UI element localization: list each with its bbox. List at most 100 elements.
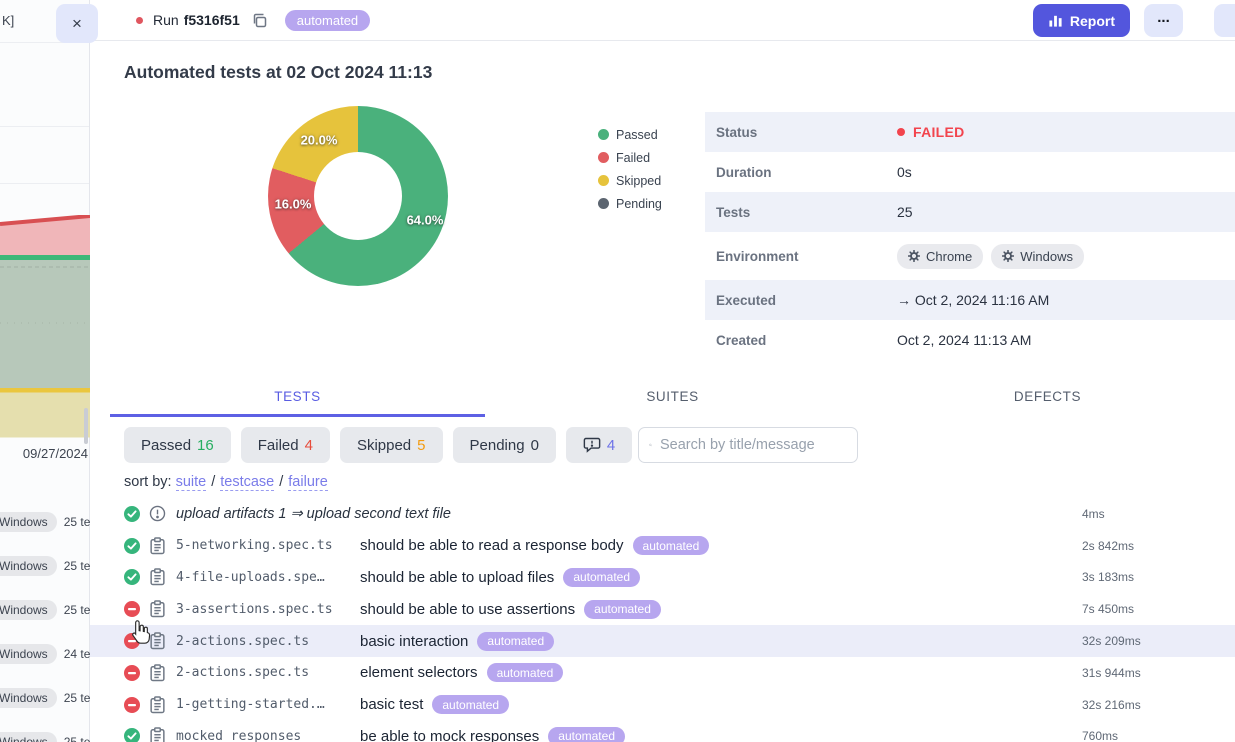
gear-icon (908, 250, 920, 262)
previous-run-item[interactable]: Windows 25 tests (0, 544, 90, 588)
filter-skipped[interactable]: Skipped 5 (339, 427, 443, 463)
test-row[interactable]: upload artifacts 1 ⇒ upload second text … (90, 498, 1235, 530)
legend-item-failed[interactable]: Failed (598, 146, 662, 169)
previous-run-item[interactable]: Windows 25 tests (0, 676, 90, 720)
environment-pill: Windows (0, 556, 57, 576)
divider (0, 42, 89, 43)
status-failed-text: FAILED (913, 124, 965, 140)
filter-label: Pending (469, 436, 525, 454)
automated-badge: automated (632, 536, 710, 556)
report-tabs: TESTS SUITES DEFECTS (110, 378, 1235, 417)
test-row[interactable]: 2-actions.spec.ts basic interaction automa… (90, 625, 1235, 657)
test-duration: 760ms (1082, 729, 1119, 742)
sort-link-suite[interactable]: suite (175, 474, 207, 491)
run-test-count: 25 tests (63, 603, 90, 617)
testcase-clipboard-icon (149, 727, 166, 742)
environment-pill: Windows (0, 688, 57, 708)
previous-run-item[interactable]: Windows 25 tests (0, 720, 90, 742)
details-label: Created (716, 332, 767, 348)
test-row[interactable]: mocked responses be able to mock response… (90, 721, 1235, 742)
sidebar-scrollbar[interactable] (84, 408, 88, 444)
testcase-clipboard-icon (149, 600, 166, 618)
previous-run-item[interactable]: Windows 24 tests (0, 632, 90, 676)
testcase-clipboard-icon (149, 664, 166, 682)
legend-item-skipped[interactable]: Skipped (598, 169, 662, 192)
automated-badge: automated (584, 599, 661, 619)
tab-defects[interactable]: DEFECTS (1013, 389, 1082, 404)
test-duration: 32s 209ms (1082, 634, 1141, 649)
legend-dot (598, 198, 609, 209)
tab-tests[interactable]: TESTS (110, 378, 485, 417)
test-row[interactable]: 1-getting-started.… basic test automated 32… (90, 689, 1235, 721)
close-icon[interactable]: × (56, 4, 98, 43)
previous-run-item[interactable]: Windows 25 tests (0, 588, 90, 632)
run-id: f5316f51 (183, 12, 240, 28)
environment-pill: Windows (0, 644, 57, 664)
search-input[interactable] (660, 437, 847, 453)
details-value: → Oct 2, 2024 11:16 AM (897, 292, 1050, 308)
run-test-count: 25 tests (63, 559, 90, 573)
failed-icon (124, 696, 140, 713)
report-button[interactable]: Report (1032, 4, 1130, 37)
test-row[interactable]: 5-networking.spec.ts should be able to re… (90, 530, 1235, 562)
sort-by-label: sort by: (124, 474, 176, 490)
more-actions-button[interactable]: ... (1144, 4, 1183, 37)
clipped-action-button[interactable] (1214, 4, 1235, 37)
details-value: 0s (897, 164, 912, 180)
sort-link-testcase[interactable]: testcase (220, 474, 275, 491)
test-title: should be able to upload files (360, 568, 555, 586)
test-duration: 31s 944ms (1082, 665, 1141, 680)
environment-pill: Windows (0, 600, 57, 620)
environment-pill: Windows (0, 732, 57, 742)
search-icon (649, 443, 652, 447)
donut-slice-percent-label: 64.0% (406, 212, 444, 228)
environment-pill: Windows (0, 512, 57, 532)
copy-icon[interactable] (251, 12, 268, 29)
environment-pill-label: Chrome (926, 248, 973, 264)
test-file-name: 2-actions.spec.ts (176, 633, 310, 649)
details-value: Oct 2, 2024 11:13 AM (897, 332, 1032, 348)
automated-badge: automated (486, 663, 564, 683)
divider (0, 183, 89, 184)
test-file-name: 4-file-uploads.spe… (176, 569, 325, 585)
filter-label: Failed (257, 436, 299, 454)
legend-label: Skipped (616, 173, 662, 188)
test-title: element selectors (360, 664, 478, 682)
report-button-label: Report (1069, 12, 1115, 29)
test-file-name: 3-assertions.spec.ts (176, 601, 333, 617)
filter-comments[interactable]: 4 (565, 427, 633, 463)
sort-link-failure[interactable]: failure (288, 474, 328, 491)
test-results-list: upload artifacts 1 ⇒ upload second text … (90, 498, 1235, 742)
filter-count: 5 (417, 436, 426, 454)
test-row[interactable]: 2-actions.spec.ts element selectors automa… (90, 657, 1235, 689)
legend-item-passed[interactable]: Passed (598, 123, 662, 146)
details-row-created: Created Oct 2, 2024 11:13 AM (705, 320, 1235, 360)
run-test-count: 25 tests (63, 515, 90, 529)
run-label: Run (153, 12, 179, 28)
legend-item-pending[interactable]: Pending (598, 192, 662, 215)
details-label: Environment (716, 248, 799, 264)
divider (0, 126, 89, 127)
test-file-name: 1-getting-started.… (176, 697, 325, 713)
test-file-name: 2-actions.spec.ts (176, 665, 310, 681)
filter-count: 16 (197, 436, 214, 454)
filter-passed[interactable]: Passed 16 (124, 427, 231, 463)
run-topbar: Run f5316f51 automated Report ... (90, 0, 1235, 41)
filter-failed[interactable]: Failed 4 (240, 427, 330, 463)
filter-pending[interactable]: Pending 0 (452, 427, 556, 463)
run-test-count: 24 tests (63, 647, 90, 661)
details-row-duration: Duration 0s (705, 152, 1235, 192)
test-duration: 32s 216ms (1082, 697, 1141, 712)
testcase-clipboard-icon (149, 536, 166, 555)
details-row-environment: Environment Chrome Windows (705, 232, 1235, 280)
legend-dot (598, 152, 609, 163)
test-row[interactable]: 4-file-uploads.spe… should be able to upl… (90, 562, 1235, 594)
previous-run-item[interactable]: Windows 25 tests (0, 500, 90, 544)
run-report-panel: Run f5316f51 automated Report ... Automa… (90, 0, 1235, 742)
test-row[interactable]: 3-assertions.spec.ts should be able to us… (90, 593, 1235, 625)
tab-suites[interactable]: SUITES (646, 389, 699, 404)
filter-label: Passed (141, 436, 192, 454)
passed-icon (124, 505, 140, 522)
test-title: be able to mock responses (360, 727, 540, 742)
test-title: upload artifacts 1 ⇒ upload second text … (176, 505, 451, 522)
